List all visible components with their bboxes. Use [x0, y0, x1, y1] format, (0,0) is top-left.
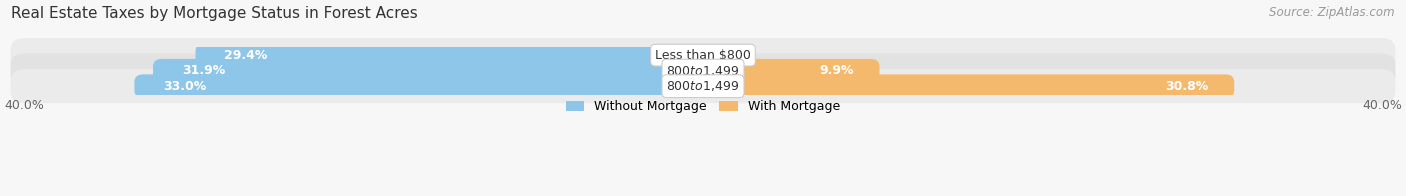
FancyBboxPatch shape — [695, 74, 1234, 98]
Text: Less than $800: Less than $800 — [655, 49, 751, 62]
FancyBboxPatch shape — [695, 59, 880, 83]
Text: 33.0%: 33.0% — [163, 80, 207, 93]
Text: 9.9%: 9.9% — [820, 64, 853, 77]
Text: Real Estate Taxes by Mortgage Status in Forest Acres: Real Estate Taxes by Mortgage Status in … — [11, 6, 418, 21]
Text: $800 to $1,499: $800 to $1,499 — [666, 64, 740, 78]
FancyBboxPatch shape — [135, 74, 711, 98]
FancyBboxPatch shape — [153, 59, 711, 83]
Text: Source: ZipAtlas.com: Source: ZipAtlas.com — [1270, 6, 1395, 19]
Text: $800 to $1,499: $800 to $1,499 — [666, 79, 740, 93]
Text: 30.8%: 30.8% — [1166, 80, 1209, 93]
FancyBboxPatch shape — [10, 54, 1396, 88]
FancyBboxPatch shape — [195, 43, 711, 67]
Legend: Without Mortgage, With Mortgage: Without Mortgage, With Mortgage — [561, 95, 845, 118]
Text: 29.4%: 29.4% — [225, 49, 267, 62]
FancyBboxPatch shape — [10, 69, 1396, 103]
Text: 0.0%: 0.0% — [720, 49, 755, 62]
FancyBboxPatch shape — [10, 38, 1396, 72]
Text: 31.9%: 31.9% — [181, 64, 225, 77]
